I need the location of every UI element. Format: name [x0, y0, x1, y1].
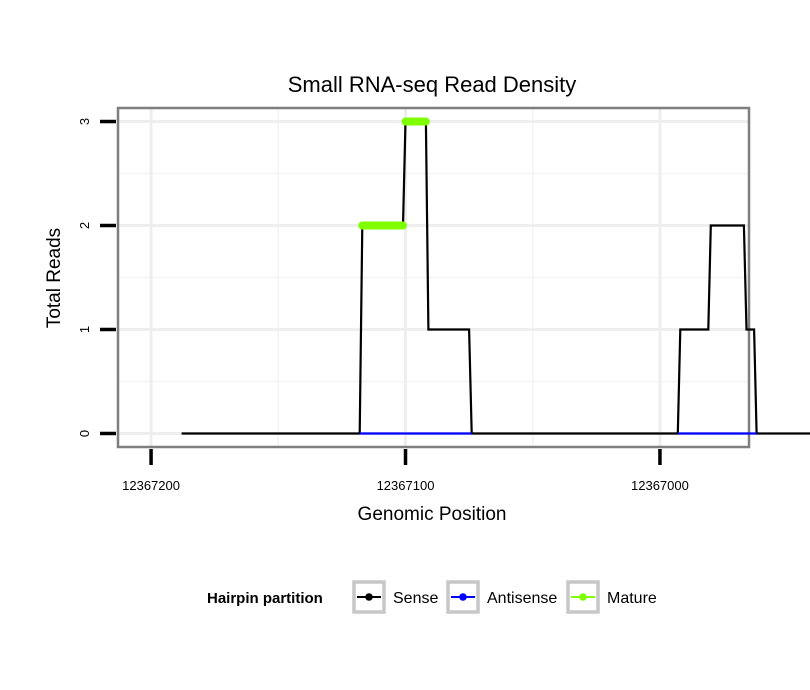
x-tick-label: 12367000 [631, 478, 689, 493]
axes: 0 1 2 3 12367200 12367100 12367000 [77, 118, 689, 493]
x-tick-label: 12367100 [377, 478, 435, 493]
y-tick-label: 0 [77, 430, 92, 437]
y-tick-label: 3 [77, 118, 92, 125]
y-tick-label: 2 [77, 222, 92, 229]
x-tick-label: 12367200 [122, 478, 180, 493]
grid-lines [118, 108, 749, 447]
legend-key-mature-dot [579, 593, 587, 601]
legend-key-antisense-dot [459, 593, 467, 601]
series-layer [181, 117, 810, 435]
y-tick-label: 1 [77, 326, 92, 333]
legend-key-sense-dot [365, 593, 373, 601]
legend-label-antisense: Antisense [487, 590, 557, 607]
legend: Hairpin partition Sense Antisense Mature [207, 580, 657, 614]
chart-title: Small RNA-seq Read Density [288, 72, 577, 97]
plot-panel [116, 106, 751, 449]
legend-label-sense: Sense [393, 590, 438, 607]
y-axis-title: Total Reads [44, 228, 65, 328]
x-axis-title: Genomic Position [358, 504, 507, 525]
legend-label-mature: Mature [607, 590, 657, 607]
legend-title: Hairpin partition [207, 590, 323, 607]
